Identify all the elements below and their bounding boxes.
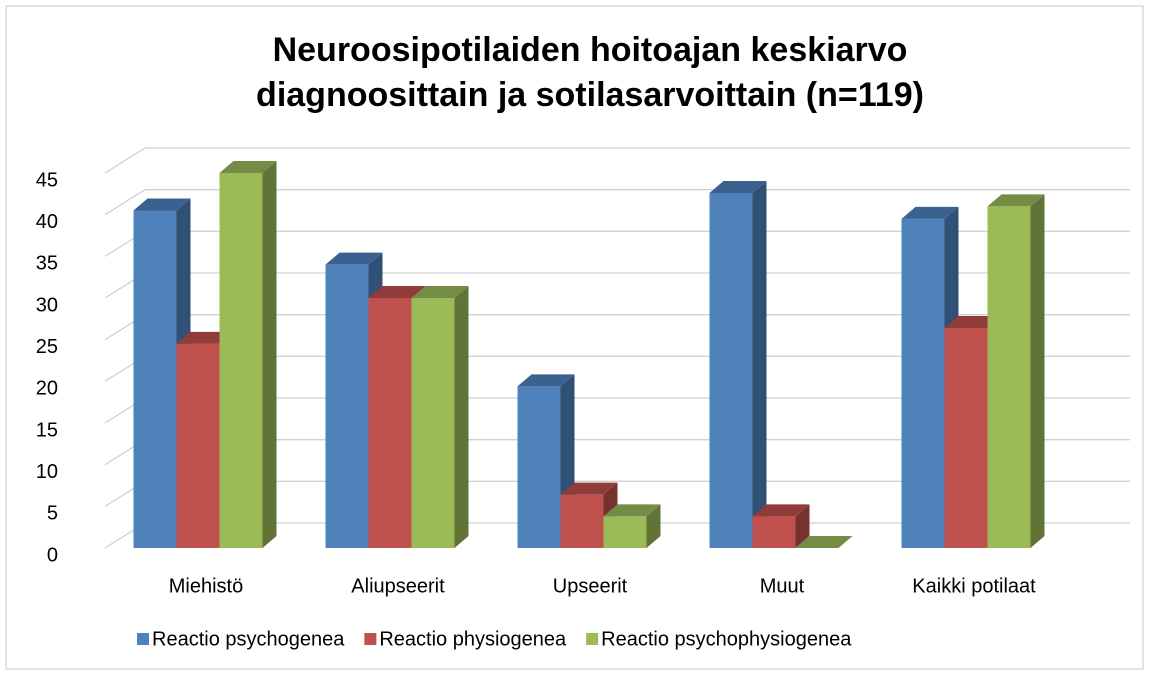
y-tick-label: 25 — [36, 336, 58, 358]
x-tick-label: Upseerit — [553, 575, 628, 597]
bar — [709, 193, 753, 548]
y-tick-label: 15 — [36, 419, 58, 441]
y-tick-label: 45 — [36, 169, 58, 191]
bar-top — [944, 316, 1002, 328]
y-tick-label: 35 — [36, 253, 58, 275]
bar-top — [133, 198, 191, 211]
bar-top — [219, 161, 277, 173]
y-tick-label: 0 — [47, 544, 58, 566]
bar — [603, 516, 647, 548]
bar-top — [795, 536, 853, 548]
bar-side — [646, 504, 661, 548]
bar — [517, 386, 561, 548]
y-tick-label: 5 — [47, 503, 58, 525]
bar — [901, 218, 945, 549]
bar-top — [411, 286, 469, 298]
legend-label: Reactio physiogenea — [379, 628, 567, 650]
legend-swatch — [364, 633, 377, 645]
bar-top — [752, 504, 810, 517]
legend-label: Reactio psychophysiogenea — [601, 628, 852, 650]
bar — [987, 206, 1031, 549]
bar — [368, 298, 412, 548]
bar — [133, 210, 177, 548]
bar-top — [176, 331, 234, 344]
x-tick-label: Miehistö — [169, 575, 243, 597]
bar-top — [325, 252, 383, 265]
legend-label: Reactio psychogenea — [152, 628, 345, 650]
bar-top — [987, 194, 1045, 207]
bar-side — [262, 161, 277, 548]
bar — [944, 328, 988, 548]
x-tick-label: Muut — [760, 575, 805, 597]
bar — [219, 173, 263, 548]
bar-side — [752, 181, 767, 548]
bar — [752, 516, 796, 548]
legend-swatch — [137, 633, 149, 645]
bar-side — [795, 504, 810, 548]
bar-top — [517, 374, 575, 387]
bar-side — [454, 286, 469, 548]
legend-swatch — [586, 633, 599, 645]
x-tick-label: Aliupseerit — [351, 575, 445, 597]
y-tick-label: 30 — [36, 294, 58, 316]
bar-top — [603, 504, 661, 517]
chart-title: diagnoosittain ja sotilasarvoittain (n=1… — [256, 76, 924, 114]
bar — [176, 343, 220, 548]
chart-title: Neuroosipotilaiden hoitoajan keskiarvo — [273, 31, 908, 69]
y-tick-label: 10 — [36, 461, 58, 483]
bar — [560, 494, 604, 548]
bar-top — [709, 181, 767, 193]
bar-side — [1030, 194, 1045, 549]
y-tick-label: 40 — [36, 211, 58, 233]
bar-top — [560, 482, 618, 495]
x-tick-label: Kaikki potilaat — [912, 575, 1036, 597]
y-tick-label: 20 — [36, 378, 58, 400]
bar — [411, 298, 455, 548]
grid-depth-line — [104, 147, 146, 174]
grid-depth-line — [104, 189, 146, 216]
bar-top — [901, 206, 959, 219]
bar-top — [368, 286, 426, 298]
bar — [325, 264, 369, 548]
